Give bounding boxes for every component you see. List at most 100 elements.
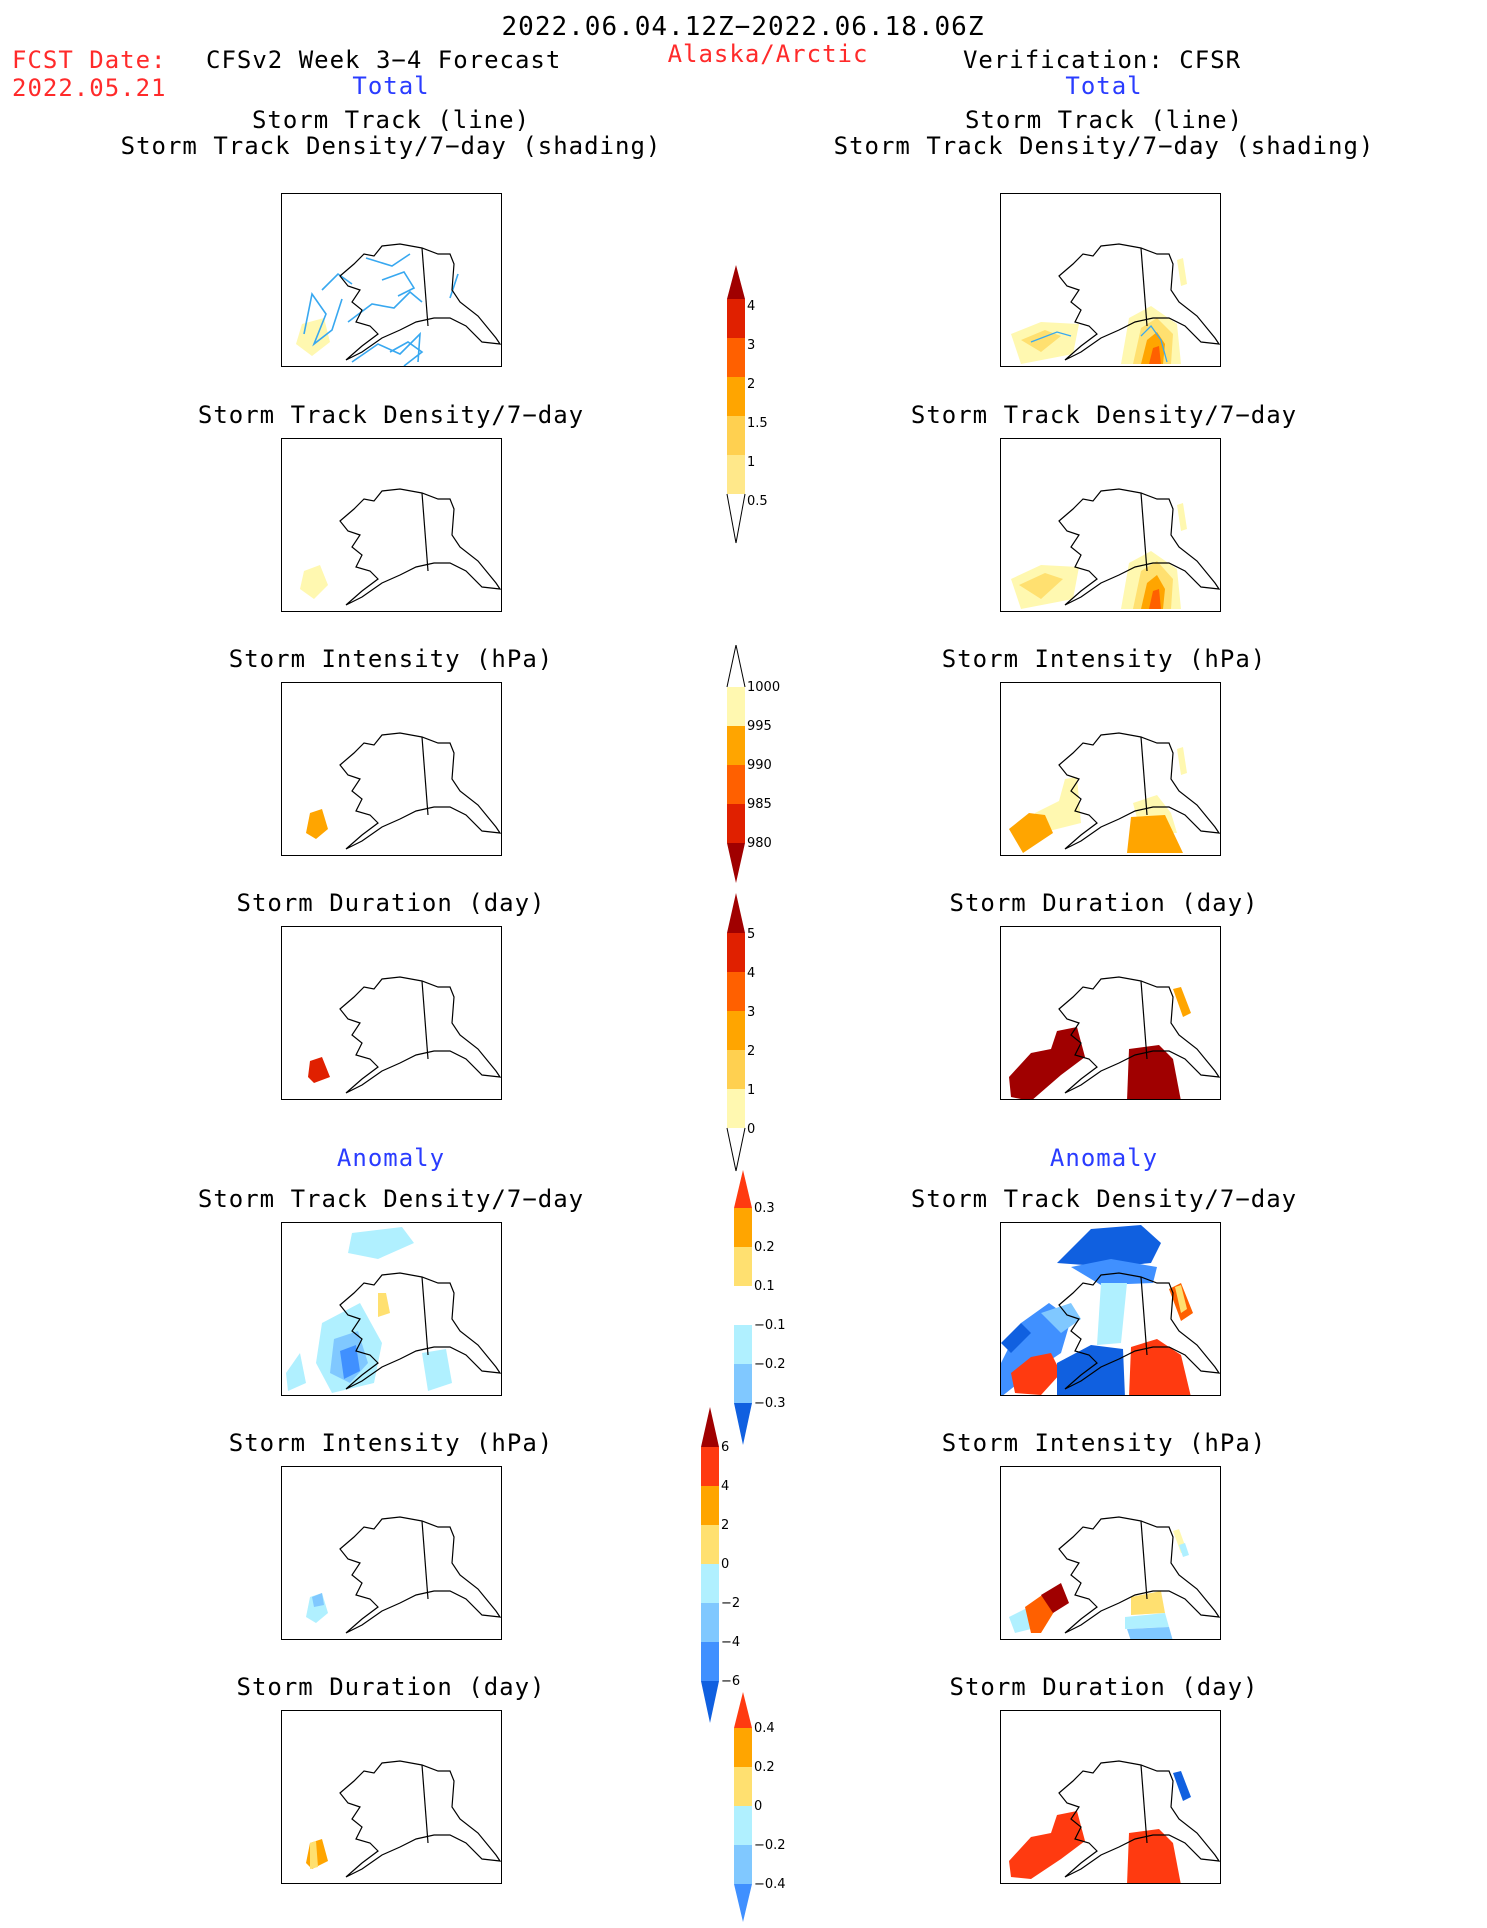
map-right-anom-duration: [1000, 1710, 1221, 1884]
cbar-label: 2: [747, 1044, 756, 1059]
anomaly-blob: [1131, 1591, 1165, 1615]
colorbar-tail: [735, 493, 746, 544]
alaska-outline: [339, 1516, 501, 1634]
colorbar-arrow: [701, 1407, 719, 1447]
colorbar-bin: [727, 377, 745, 416]
colorbar-intensity-anomaly: 6 4 2 0 −2 −4 −6: [700, 1407, 740, 1731]
alaska-coastline: [339, 1516, 501, 1634]
cbar-label: −0.2: [754, 1357, 786, 1372]
anomaly-blob: [310, 1841, 318, 1869]
cbar-label: 1: [747, 1083, 756, 1098]
cbar-label: 0: [747, 1122, 756, 1137]
map-left-intensity-svg: [306, 732, 501, 850]
alaska-coastline: [339, 732, 501, 850]
storm-track-line: [381, 271, 416, 297]
storm-track-lines: [1030, 324, 1168, 363]
map-right-anom-intensity: [1000, 1466, 1221, 1640]
period-title: 2022.06.04.12Z−2022.06.18.06Z: [501, 12, 985, 42]
right-density-title: Storm Track Density/7−day: [910, 401, 1298, 429]
intensity-blob: [1127, 815, 1183, 853]
fcst-date-label: FCST Date:: [12, 46, 167, 74]
duration-blob: [1173, 987, 1191, 1017]
storm-track-line: [1030, 331, 1072, 343]
storm-track-line: [449, 273, 459, 299]
cbar-label: −0.1: [754, 1318, 786, 1333]
colorbar-arrow: [701, 1681, 719, 1723]
colorbar-bin: [701, 1642, 719, 1681]
colorbar-arrow: [734, 1403, 752, 1445]
map-right-duration-svg: [1009, 976, 1220, 1099]
map-right-track: [1000, 193, 1221, 367]
cbar-label: 4: [721, 1479, 730, 1494]
map-right-intensity: [1000, 682, 1221, 856]
map-left-anom-duration: [281, 1710, 502, 1884]
cbar-label: 3: [747, 338, 756, 353]
colorbar-arrow: [734, 1170, 752, 1208]
anomaly-blob: [1173, 1771, 1191, 1801]
anomaly-blob: [1127, 1627, 1173, 1639]
alaska-outline: [339, 1272, 501, 1390]
anomaly-blob: [1011, 1353, 1061, 1395]
anomaly-blob: [1041, 1303, 1081, 1333]
cbar-label: 0.5: [747, 494, 768, 509]
cbar-label: 980: [747, 836, 772, 851]
cbar-label: 995: [747, 719, 772, 734]
anomaly-blob: [1125, 1613, 1169, 1629]
storm-track-line: [321, 272, 353, 291]
left-anom-duration-title: Storm Duration (day): [236, 1673, 546, 1701]
colorbar-bin: [734, 1286, 752, 1325]
left-anom-intensity-title: Storm Intensity (hPa): [228, 1429, 554, 1457]
right-track-title: Storm Track (line) Storm Track Density/7…: [834, 107, 1375, 159]
density-blob: [296, 318, 330, 356]
colorbar-bin: [727, 1089, 745, 1128]
anomaly-blob: [286, 1353, 306, 1391]
cbar-label: 0.2: [754, 1240, 775, 1255]
map-right-anom-density: [1000, 1222, 1221, 1396]
density-blob: [1149, 589, 1161, 609]
track-shading-label: Storm Track Density/7−day (shading): [120, 132, 662, 160]
storm-track-line: [389, 341, 424, 366]
anomaly-blob: [378, 1293, 390, 1317]
track-shading-label-right: Storm Track Density/7−day (shading): [833, 132, 1375, 160]
colorbar-arrow: [727, 265, 745, 299]
map-right-anom-duration-svg: [1009, 1760, 1220, 1883]
colorbar-density-total: 4 3 2 1.5 1 0.5: [726, 265, 768, 549]
colorbar-duration-total-svg: [726, 893, 746, 1172]
alaska-coastline: [1058, 1272, 1220, 1390]
colorbar-arrow: [727, 893, 745, 933]
border-line: [421, 1520, 429, 1600]
map-right-track-svg: [1011, 243, 1220, 364]
cbar-label: 0.1: [754, 1279, 775, 1294]
alaska-coastline: [339, 488, 501, 606]
map-right-intensity-svg: [1009, 732, 1220, 853]
density-blob: [300, 565, 328, 599]
alaska-coastline: [339, 243, 501, 361]
alaska-outline: [1058, 732, 1220, 850]
storm-track-line: [347, 290, 423, 323]
border-line: [1140, 492, 1148, 572]
fcst-date-value: 2022.05.21: [12, 74, 167, 102]
duration-blob: [308, 1057, 330, 1083]
colorbar-bin: [701, 1447, 719, 1486]
alaska-outline: [1058, 243, 1220, 361]
intensity-blob: [1177, 747, 1187, 775]
border-line: [1140, 1764, 1148, 1844]
alaska-coastline: [1058, 1760, 1220, 1878]
map-left-track: [281, 193, 502, 367]
cbar-label: 985: [747, 797, 772, 812]
right-anom-density-title: Storm Track Density/7−day: [910, 1185, 1298, 1213]
colorbar-tail: [726, 1127, 737, 1172]
colorbar-intensity-total: 1000 995 990 985 980: [726, 644, 780, 889]
colorbar-arrow: [734, 1692, 752, 1728]
colorbar-bin: [727, 765, 745, 804]
anomaly-blob: [312, 1593, 324, 1607]
anomaly-blob: [1057, 1345, 1125, 1395]
density-blob: [1021, 330, 1061, 352]
alaska-coastline: [1058, 976, 1220, 1094]
alaska-outline: [339, 732, 501, 850]
colorbar-intensity-anomaly-svg: [701, 1407, 719, 1723]
map-left-anom-density-svg: [286, 1227, 501, 1393]
alaska-coastline: [339, 1272, 501, 1390]
track-line-label: Storm Track (line): [251, 106, 531, 134]
storm-track-line: [365, 253, 411, 267]
